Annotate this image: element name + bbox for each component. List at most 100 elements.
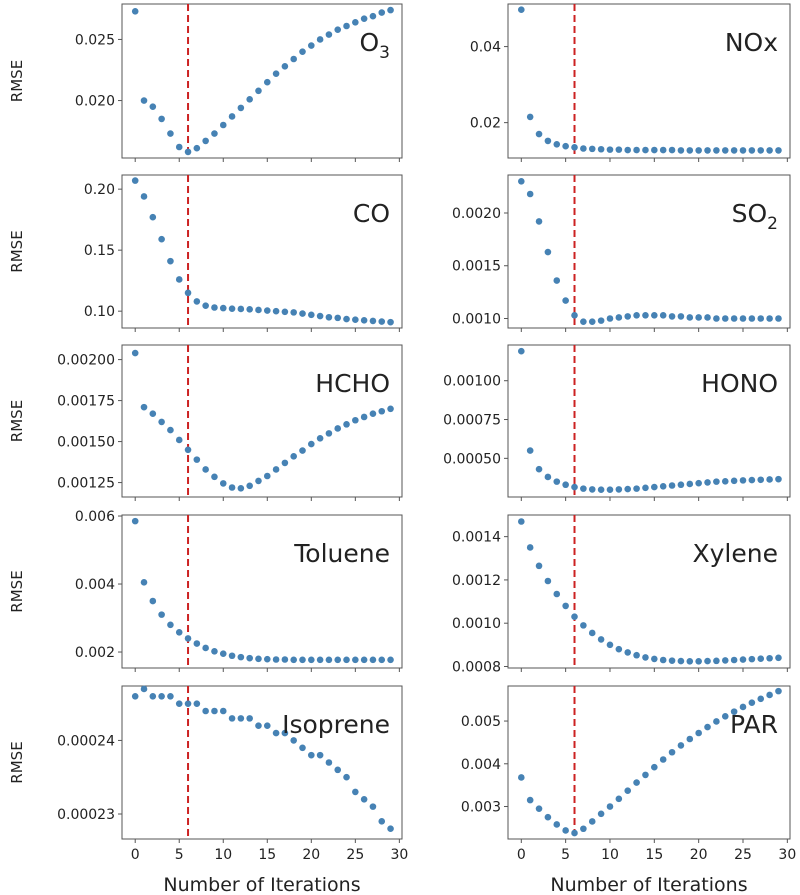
y-tick-label: 0.02 bbox=[470, 116, 501, 132]
data-point bbox=[757, 147, 765, 154]
data-point bbox=[606, 486, 614, 494]
y-tick-label: 0.004 bbox=[75, 577, 115, 593]
data-point bbox=[775, 654, 782, 662]
data-point bbox=[624, 485, 632, 493]
x-tick-label: 20 bbox=[302, 847, 320, 863]
data-point bbox=[149, 692, 157, 700]
x-tick-label: 10 bbox=[601, 847, 619, 863]
y-tick-label: 0.005 bbox=[461, 714, 501, 730]
data-point bbox=[175, 143, 183, 151]
data-point bbox=[378, 407, 386, 415]
data-point bbox=[615, 795, 623, 803]
data-point bbox=[290, 453, 297, 460]
data-point bbox=[713, 718, 720, 725]
data-point bbox=[553, 590, 561, 598]
data-point bbox=[633, 146, 640, 154]
data-point bbox=[730, 708, 738, 715]
panel-title: Isoprene bbox=[282, 710, 390, 739]
data-point bbox=[228, 715, 236, 722]
data-point bbox=[263, 722, 271, 730]
data-point bbox=[588, 818, 596, 825]
y-tick-label: 0.00023 bbox=[57, 807, 115, 823]
y-tick-label: 0.020 bbox=[75, 94, 115, 110]
data-point bbox=[535, 562, 543, 570]
data-point bbox=[766, 654, 773, 662]
data-point bbox=[378, 9, 386, 16]
y-tick-label: 0.00150 bbox=[57, 435, 115, 451]
data-point bbox=[668, 313, 676, 320]
data-point bbox=[228, 652, 236, 660]
data-point bbox=[686, 657, 694, 665]
data-point bbox=[158, 235, 165, 243]
data-point bbox=[237, 485, 245, 492]
y-axis-label: RMSE bbox=[8, 230, 26, 272]
data-point bbox=[352, 656, 359, 664]
y-tick-label: 0.00024 bbox=[57, 733, 115, 749]
y-tick-label: 0.0014 bbox=[452, 530, 501, 546]
data-point bbox=[748, 699, 756, 706]
x-tick-label: 10 bbox=[214, 847, 232, 863]
y-tick-label: 0.0012 bbox=[452, 573, 501, 589]
y-tick-label: 0.0008 bbox=[452, 659, 501, 675]
y-axis-label: RMSE bbox=[8, 741, 26, 783]
data-point bbox=[343, 656, 350, 664]
data-point bbox=[526, 544, 534, 551]
data-point bbox=[775, 475, 782, 483]
data-point bbox=[651, 763, 658, 771]
data-point bbox=[721, 478, 729, 485]
data-point bbox=[518, 518, 525, 525]
panel-frame bbox=[121, 514, 403, 669]
data-point bbox=[562, 481, 569, 489]
data-point bbox=[387, 405, 394, 413]
data-point bbox=[588, 145, 596, 153]
y-tick-label: 0.20 bbox=[84, 182, 115, 198]
data-point bbox=[553, 277, 561, 284]
data-point bbox=[588, 629, 596, 637]
data-point bbox=[526, 113, 534, 121]
data-point bbox=[642, 771, 649, 779]
data-point bbox=[281, 459, 289, 467]
y-tick-label: 0.0020 bbox=[452, 206, 501, 222]
data-point bbox=[686, 735, 694, 743]
data-point bbox=[308, 311, 315, 319]
data-point bbox=[202, 644, 209, 652]
data-point bbox=[387, 6, 394, 14]
data-point bbox=[624, 649, 632, 656]
y-tick-label: 0.15 bbox=[84, 243, 115, 259]
data-point bbox=[695, 729, 702, 737]
data-point bbox=[325, 759, 333, 766]
data-point bbox=[352, 19, 359, 26]
data-point bbox=[272, 656, 280, 663]
panel-frame bbox=[121, 3, 403, 159]
data-point bbox=[246, 306, 253, 313]
data-point bbox=[281, 63, 289, 70]
panel-title: Xylene bbox=[693, 539, 778, 568]
data-point bbox=[378, 656, 386, 664]
data-point bbox=[360, 413, 368, 421]
data-point bbox=[642, 484, 649, 492]
data-point bbox=[352, 416, 359, 424]
data-point bbox=[544, 248, 552, 256]
data-point bbox=[659, 312, 667, 319]
y-tick-label: 0.00075 bbox=[443, 413, 501, 429]
panel-frame bbox=[121, 174, 403, 329]
panel-title-text: Xylene bbox=[693, 539, 778, 568]
y-tick-label: 0.10 bbox=[84, 304, 115, 320]
data-point bbox=[642, 654, 649, 661]
data-point bbox=[730, 656, 738, 664]
data-point bbox=[343, 773, 350, 781]
data-point bbox=[748, 655, 756, 663]
data-point bbox=[360, 795, 368, 803]
data-point bbox=[677, 657, 685, 665]
data-point bbox=[316, 751, 324, 759]
panel-title-text: SO bbox=[732, 199, 768, 228]
panel-8: 0 5 10 15 20 25 30 0.00023 0.00024 Isoprene RMSE Nu… bbox=[8, 685, 408, 895]
data-point bbox=[360, 656, 368, 664]
data-point bbox=[360, 317, 368, 324]
panel-title-text: PAR bbox=[730, 710, 778, 739]
data-point bbox=[633, 651, 640, 659]
data-point bbox=[167, 692, 174, 700]
data-point bbox=[369, 410, 377, 418]
data-point bbox=[167, 130, 174, 137]
panel-6: 0.002 0.004 0.006 Toluene RMSE bbox=[8, 509, 403, 672]
